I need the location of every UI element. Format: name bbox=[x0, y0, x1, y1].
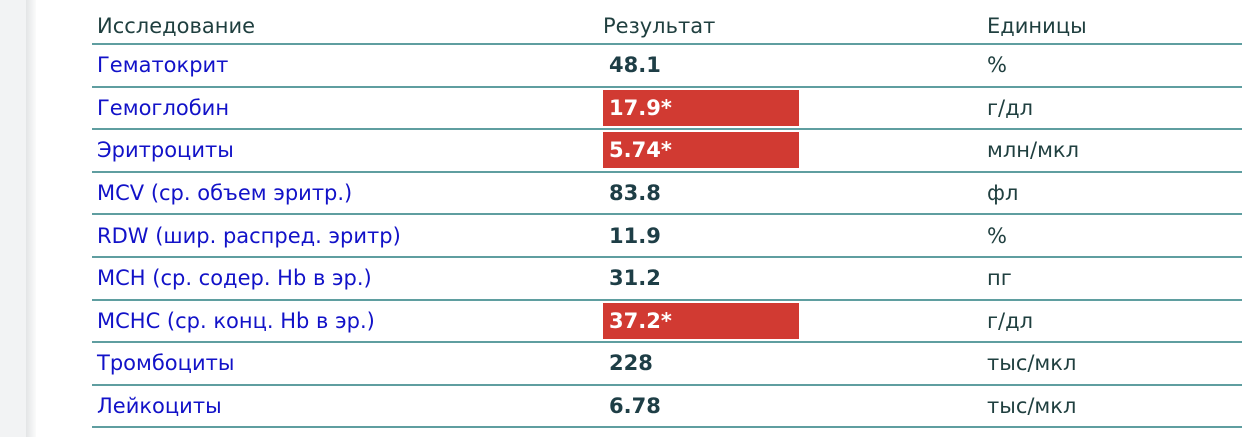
test-name-link[interactable]: Гемоглобин bbox=[97, 95, 230, 120]
test-name-link[interactable]: Тромбоциты bbox=[97, 351, 235, 376]
flagged-result-value: 17.9* bbox=[603, 89, 799, 126]
header-test: Исследование bbox=[97, 13, 256, 38]
table-row: Эритроциты 5.74* млн/мкл bbox=[92, 130, 1242, 173]
header-units: Единицы bbox=[987, 13, 1087, 38]
test-name-link[interactable]: MCHC (ср. конц. Hb в эр.) bbox=[97, 308, 375, 333]
table-row: RDW (шир. распред. эритр) 11.9% bbox=[92, 215, 1242, 258]
result-value: 31.2 bbox=[609, 266, 661, 291]
table-row: MCHC (ср. конц. Hb в эр.) 37.2* г/дл bbox=[92, 301, 1242, 344]
result-cell: 17.9* bbox=[603, 88, 799, 129]
test-name-link[interactable]: Эритроциты bbox=[97, 138, 234, 163]
test-name-link[interactable]: Гематокрит bbox=[97, 53, 229, 78]
result-cell: 228 bbox=[603, 343, 799, 384]
result-value: 83.8 bbox=[609, 181, 661, 206]
units: тыс/мкл bbox=[987, 394, 1077, 419]
result-cell: 31.2 bbox=[603, 258, 799, 299]
header-result: Результат bbox=[603, 13, 716, 38]
table-row: Тромбоциты 228 тыс/мкл bbox=[92, 343, 1242, 386]
flagged-result-value: 5.74* bbox=[603, 132, 799, 169]
result-cell: 11.9 bbox=[603, 215, 799, 256]
units: г/дл bbox=[987, 95, 1034, 120]
result-cell: 83.8 bbox=[603, 173, 799, 214]
panel-shadow bbox=[26, 0, 36, 437]
units: тыс/мкл bbox=[987, 351, 1077, 376]
table-header: Исследование Результат Единицы bbox=[92, 0, 1242, 45]
result-cell: 5.74* bbox=[603, 130, 799, 171]
units: пг bbox=[987, 266, 1012, 291]
test-name-link[interactable]: MCV (ср. объем эритр.) bbox=[97, 181, 353, 206]
table-row: Гемоглобин 17.9* г/дл bbox=[92, 88, 1242, 131]
test-name-link[interactable]: MCH (ср. содер. Hb в эр.) bbox=[97, 266, 372, 291]
flagged-result-value: 37.2* bbox=[603, 302, 799, 339]
result-cell: 48.1 bbox=[603, 45, 799, 86]
result-cell: 37.2* bbox=[603, 301, 799, 342]
table-row: Лейкоциты 6.78 тыс/мкл bbox=[92, 386, 1242, 429]
result-value: 48.1 bbox=[609, 53, 661, 78]
table-row: MCH (ср. содер. Hb в эр.) 31.2 пг bbox=[92, 258, 1242, 301]
units: % bbox=[987, 53, 1007, 78]
table-row: Гематокрит 48.1% bbox=[92, 45, 1242, 88]
side-panel bbox=[0, 0, 26, 437]
units: г/дл bbox=[987, 308, 1034, 333]
table-row: MCV (ср. объем эритр.) 83.8 фл bbox=[92, 173, 1242, 216]
test-name-link[interactable]: Лейкоциты bbox=[97, 394, 222, 419]
test-name-link[interactable]: RDW (шир. распред. эритр) bbox=[97, 223, 401, 248]
result-value: 228 bbox=[609, 351, 653, 376]
units: млн/мкл bbox=[987, 138, 1080, 163]
result-value: 11.9 bbox=[609, 223, 661, 248]
result-cell: 6.78 bbox=[603, 386, 799, 427]
results-table: Исследование Результат Единицы Гематокри… bbox=[92, 0, 1242, 429]
units: фл bbox=[987, 181, 1019, 206]
units: % bbox=[987, 223, 1007, 248]
result-value: 6.78 bbox=[609, 394, 661, 419]
